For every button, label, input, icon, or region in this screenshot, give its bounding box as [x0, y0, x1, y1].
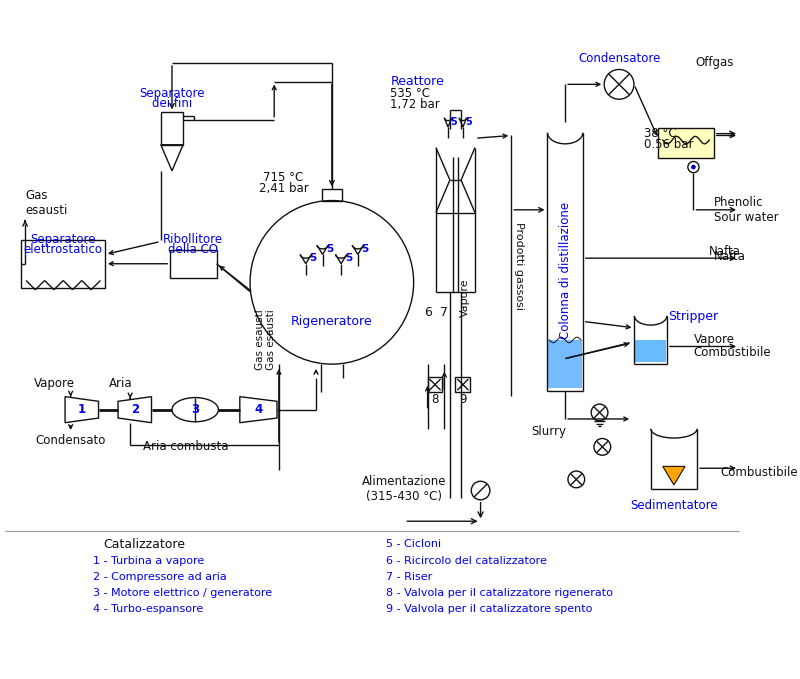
Text: 8 - Valvola per il catalizzatore rigenerato: 8 - Valvola per il catalizzatore rigener… — [386, 588, 613, 598]
Text: Combustibile: Combustibile — [694, 346, 771, 359]
Text: Ribollitore: Ribollitore — [163, 233, 223, 246]
Text: 6 - Ricircolo del catalizzatore: 6 - Ricircolo del catalizzatore — [386, 556, 546, 566]
Text: Nafta: Nafta — [709, 245, 741, 258]
Text: 5: 5 — [345, 253, 352, 263]
Text: 0.56 bar: 0.56 bar — [644, 139, 694, 151]
Text: Nafta: Nafta — [714, 250, 746, 263]
Text: Colonna di distillazione: Colonna di distillazione — [558, 202, 572, 339]
Text: Condensatore: Condensatore — [578, 52, 660, 65]
Text: Gas esausti: Gas esausti — [266, 310, 277, 370]
Text: 715 °C: 715 °C — [263, 171, 304, 184]
Bar — [658, 128, 714, 158]
Text: 7: 7 — [440, 306, 448, 318]
Text: Gas esausti: Gas esausti — [255, 310, 266, 370]
Text: Rigeneratore: Rigeneratore — [291, 315, 373, 328]
Text: Reattore: Reattore — [390, 75, 444, 88]
Text: 1,72 bar: 1,72 bar — [390, 98, 440, 111]
Bar — [22, 240, 105, 288]
Text: Condensato: Condensato — [35, 434, 106, 447]
Text: 4: 4 — [254, 403, 262, 416]
Text: 9: 9 — [459, 393, 466, 406]
Bar — [170, 250, 217, 278]
Text: Prodotti gassosi: Prodotti gassosi — [514, 221, 524, 310]
Text: 5 - Cicloni: 5 - Cicloni — [386, 539, 441, 549]
Text: Aria: Aria — [109, 377, 133, 390]
Text: 3: 3 — [191, 403, 199, 416]
Text: Offgas: Offgas — [695, 56, 734, 69]
Text: Alimentazione
(315-430 °C): Alimentazione (315-430 °C) — [362, 475, 446, 502]
Text: della CO: della CO — [168, 243, 218, 256]
Bar — [635, 340, 666, 363]
Text: 3 - Motore elettrico / generatore: 3 - Motore elettrico / generatore — [93, 588, 272, 598]
Text: Vapore: Vapore — [694, 333, 734, 346]
Bar — [427, 377, 442, 392]
Text: Sedimentatore: Sedimentatore — [630, 499, 718, 512]
Text: Aria combusta: Aria combusta — [143, 441, 229, 454]
Text: 5: 5 — [450, 117, 457, 126]
Bar — [161, 112, 183, 145]
Text: 2 - Compressore ad aria: 2 - Compressore ad aria — [93, 572, 226, 582]
Text: 6: 6 — [424, 306, 431, 318]
Text: 8: 8 — [431, 393, 438, 406]
Text: 5: 5 — [362, 244, 369, 254]
Text: Combustibile: Combustibile — [720, 466, 798, 479]
Bar — [322, 189, 342, 200]
Text: 1: 1 — [78, 403, 86, 416]
Polygon shape — [118, 397, 151, 423]
Polygon shape — [65, 397, 98, 423]
Polygon shape — [240, 397, 277, 423]
Text: 535 °C: 535 °C — [390, 87, 430, 100]
Text: 2,41 bar: 2,41 bar — [258, 182, 308, 195]
Bar — [455, 377, 470, 392]
Text: 4 - Turbo-espansore: 4 - Turbo-espansore — [93, 604, 203, 614]
Text: Separatore: Separatore — [30, 233, 96, 246]
Text: 9 - Valvola per il catalizzatore spento: 9 - Valvola per il catalizzatore spento — [386, 604, 592, 614]
Text: 5: 5 — [465, 117, 472, 126]
Text: Vapore: Vapore — [34, 377, 74, 390]
Text: 7 - Riser: 7 - Riser — [386, 572, 432, 582]
Ellipse shape — [172, 398, 218, 422]
Bar — [549, 340, 582, 388]
Text: dei fini: dei fini — [152, 97, 192, 111]
Text: 1 - Turbina a vapore: 1 - Turbina a vapore — [93, 556, 204, 566]
Text: Separatore: Separatore — [139, 87, 205, 100]
Text: Gas
esausti: Gas esausti — [25, 189, 67, 217]
Text: Catalizzatore: Catalizzatore — [103, 538, 185, 551]
Text: Slurry: Slurry — [531, 426, 566, 439]
Polygon shape — [662, 466, 685, 485]
Text: elettrostatico: elettrostatico — [24, 243, 102, 256]
Text: Phenolic
Sour water: Phenolic Sour water — [714, 196, 778, 224]
Text: 2: 2 — [130, 403, 139, 416]
Text: Vapore: Vapore — [460, 279, 470, 318]
Text: 5: 5 — [326, 244, 334, 254]
Text: 5: 5 — [310, 253, 317, 263]
Text: 38 °C: 38 °C — [644, 127, 677, 140]
Circle shape — [691, 165, 696, 169]
Text: Stripper: Stripper — [668, 310, 718, 323]
